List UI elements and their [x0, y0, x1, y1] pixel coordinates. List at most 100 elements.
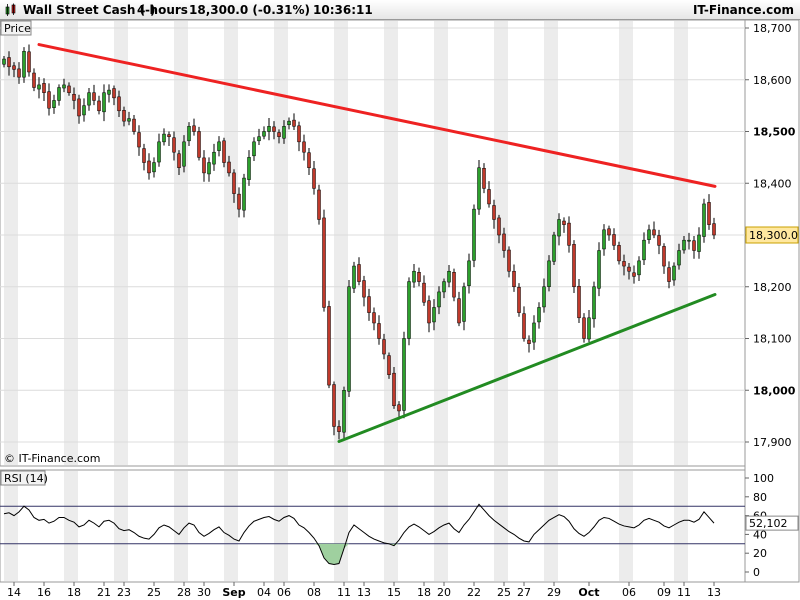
- x-tick-label: 15: [387, 586, 401, 599]
- bullish-candle: [467, 260, 471, 286]
- rsi-label-box: [0, 470, 46, 486]
- bearish-candle: [362, 280, 366, 298]
- price-tick-label: 18,500: [753, 126, 796, 139]
- bearish-candle: [497, 217, 501, 236]
- bullish-candle: [157, 141, 161, 163]
- bearish-candle: [357, 264, 361, 282]
- bearish-candle: [237, 193, 241, 210]
- x-tick-label: 08: [307, 586, 321, 599]
- x-tick-label: 06: [622, 586, 636, 599]
- x-tick-label: Sep: [222, 586, 245, 599]
- price-tick-label: 18,400: [753, 177, 792, 190]
- bearish-candle: [117, 96, 121, 112]
- x-tick-label: 11: [337, 586, 351, 599]
- bullish-candle: [162, 133, 166, 143]
- rsi-panel-label: RSI (14): [4, 472, 48, 485]
- bearish-candle: [227, 161, 231, 174]
- bullish-candle: [647, 229, 651, 240]
- bearish-candle: [322, 217, 326, 308]
- bearish-candle: [452, 272, 456, 298]
- y-axis-area: [744, 19, 800, 583]
- day-band: [174, 21, 188, 465]
- bearish-candle: [512, 270, 516, 288]
- bearish-candle: [17, 68, 21, 78]
- day-band: [174, 471, 188, 581]
- bearish-candle: [457, 298, 461, 324]
- bearish-candle: [292, 119, 296, 127]
- bullish-candle: [62, 84, 66, 89]
- x-tick-label: 28: [177, 586, 191, 599]
- day-band: [384, 471, 398, 581]
- bearish-candle: [297, 125, 301, 143]
- bullish-candle: [267, 126, 271, 132]
- bearish-candle: [567, 222, 571, 246]
- bullish-candle: [587, 317, 591, 340]
- last-price-label: 18,300.0: [749, 229, 798, 242]
- bearish-candle: [482, 167, 486, 189]
- bearish-candle: [582, 317, 586, 339]
- x-tick-label: 29: [547, 586, 561, 599]
- timestamp: 10:36:11: [313, 3, 373, 17]
- bullish-candle: [412, 270, 416, 283]
- bullish-candle: [602, 229, 606, 250]
- bullish-candle: [552, 234, 556, 262]
- bullish-candle: [352, 265, 356, 289]
- bullish-candle: [2, 58, 6, 65]
- bearish-candle: [622, 261, 626, 267]
- bearish-candle: [317, 189, 321, 220]
- bearish-candle: [7, 57, 11, 68]
- day-band: [674, 21, 688, 465]
- bearish-candle: [142, 148, 146, 163]
- bearish-candle: [367, 296, 371, 313]
- bearish-candle: [97, 100, 101, 112]
- bearish-candle: [92, 92, 96, 101]
- price-panel-label: Price: [4, 22, 31, 35]
- bullish-candle: [442, 281, 446, 293]
- bullish-candle: [242, 177, 246, 211]
- bearish-candle: [417, 272, 421, 282]
- bullish-candle: [87, 92, 91, 106]
- bearish-candle: [47, 91, 51, 109]
- x-tick-label: 25: [497, 586, 511, 599]
- bullish-candle: [252, 141, 256, 157]
- price-tick-label: 17,900: [753, 436, 792, 449]
- x-tick-label: 13: [707, 586, 721, 599]
- bullish-candle: [407, 281, 411, 339]
- bearish-candle: [387, 355, 391, 375]
- bearish-candle: [192, 125, 196, 132]
- day-band: [274, 471, 288, 581]
- bullish-candle: [462, 286, 466, 322]
- price-label-box: [0, 20, 32, 36]
- bearish-candle: [692, 240, 696, 251]
- day-band: [114, 21, 128, 465]
- bullish-candle: [592, 286, 596, 320]
- bearish-candle: [427, 300, 431, 324]
- bullish-candle: [402, 338, 406, 411]
- bearish-candle: [502, 233, 506, 251]
- day-band: [494, 21, 508, 465]
- bullish-candle: [687, 239, 691, 242]
- bearish-candle: [77, 98, 81, 117]
- bullish-candle: [597, 250, 601, 289]
- bearish-candle: [72, 93, 76, 101]
- bullish-candle: [637, 260, 641, 276]
- day-band: [674, 471, 688, 581]
- rsi-tick-label: 20: [753, 547, 767, 560]
- timeframe-label: 4 hours: [137, 3, 188, 17]
- day-band: [4, 471, 18, 581]
- bullish-candle: [37, 84, 41, 90]
- day-band: [114, 471, 128, 581]
- bearish-candle: [527, 339, 531, 344]
- bullish-candle: [547, 260, 551, 287]
- bearish-candle: [382, 339, 386, 355]
- bearish-candle: [12, 65, 16, 70]
- bullish-candle: [342, 390, 346, 433]
- resistance-trendline: [37, 43, 717, 188]
- bullish-candle: [472, 208, 476, 261]
- bearish-candle: [147, 160, 151, 174]
- bearish-candle: [167, 134, 171, 137]
- rsi-tick-label: 40: [753, 528, 767, 541]
- bullish-candle: [702, 203, 706, 237]
- bearish-candle: [302, 141, 306, 153]
